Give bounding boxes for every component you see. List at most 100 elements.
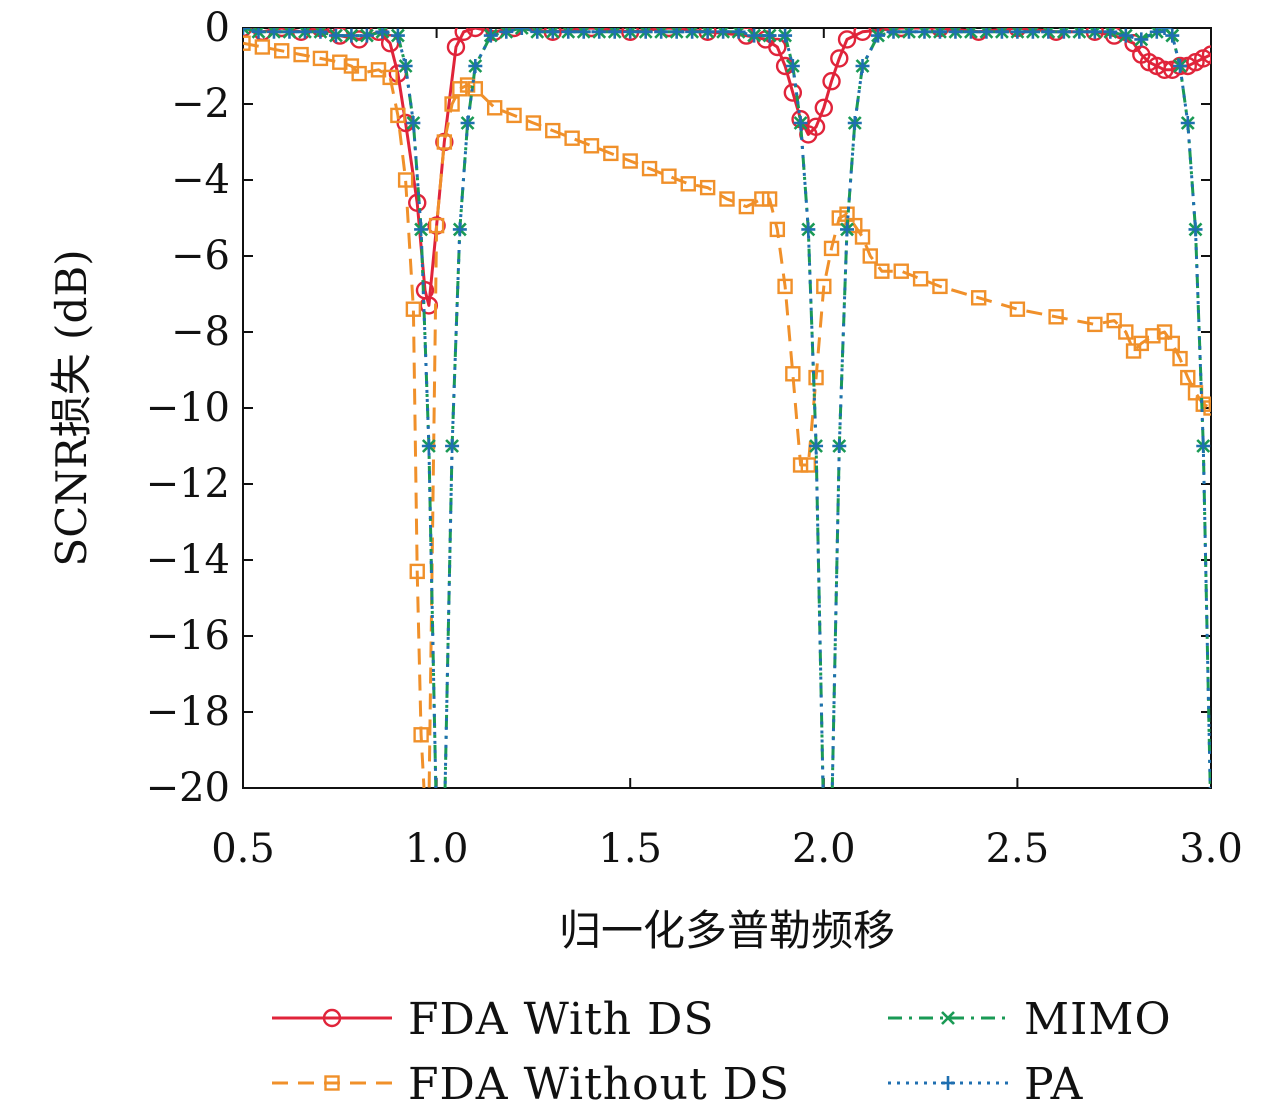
- square-marker: [1172, 350, 1188, 367]
- plus-marker: [1173, 59, 1188, 73]
- circle-marker: [659, 28, 679, 38]
- square-marker: [274, 43, 290, 59]
- plus-marker: [483, 28, 498, 43]
- plus-marker: [747, 28, 762, 43]
- plus-marker: [847, 116, 862, 130]
- plus-marker: [716, 28, 731, 39]
- square-marker: [413, 727, 429, 743]
- plus-marker: [398, 59, 413, 73]
- plus-marker: [901, 28, 916, 39]
- square-marker: [397, 172, 414, 188]
- square-marker: [862, 248, 878, 264]
- plus-marker: [623, 28, 638, 39]
- square-marker: [332, 54, 348, 70]
- plus-marker: [328, 28, 343, 43]
- square-marker: [1009, 301, 1026, 317]
- square-marker: [351, 65, 367, 82]
- circle-marker: [466, 28, 485, 38]
- legend: FDA With DS FDA Without DS MIMO PA: [272, 994, 1171, 1110]
- square-marker: [459, 77, 476, 93]
- square-marker: [932, 278, 948, 295]
- square-marker: [1164, 335, 1180, 352]
- square-marker: [1087, 316, 1103, 333]
- plus-marker: [1134, 32, 1149, 47]
- square-marker: [1203, 400, 1211, 416]
- square-marker: [661, 168, 677, 184]
- plus-marker: [785, 59, 800, 73]
- square-marker: [422, 801, 435, 814]
- square-marker: [603, 145, 619, 162]
- legend-item: PA: [888, 1059, 1083, 1110]
- x-tick-label: 2.0: [792, 826, 856, 872]
- plus-marker: [576, 28, 591, 39]
- series-pa: [243, 28, 1211, 788]
- plus-marker: [1103, 28, 1118, 39]
- plus-marker: [375, 28, 390, 39]
- series-line: [243, 28, 1211, 788]
- square-marker: [699, 179, 716, 196]
- y-tick-label: −10: [146, 385, 230, 431]
- square-marker: [777, 278, 793, 295]
- square-marker: [808, 369, 824, 386]
- plus-marker: [251, 28, 266, 39]
- plus-marker: [460, 116, 475, 130]
- y-tick-label: −6: [171, 233, 230, 279]
- square-marker: [254, 39, 271, 55]
- plus-marker: [840, 222, 855, 237]
- plus-marker: [266, 28, 281, 39]
- plus-marker: [932, 28, 947, 39]
- square-marker: [1145, 328, 1161, 344]
- plus-marker: [499, 28, 514, 39]
- plus-marker: [1087, 28, 1102, 39]
- square-marker: [486, 100, 503, 116]
- plus-marker: [1025, 28, 1040, 39]
- circle-marker: [380, 34, 400, 53]
- circle-marker: [272, 28, 291, 38]
- circle-marker: [822, 71, 841, 91]
- plus-marker: [1072, 28, 1087, 39]
- plus-marker: [654, 28, 669, 39]
- plus-marker: [801, 222, 816, 237]
- plot-frame: [242, 27, 1212, 789]
- square-marker: [1048, 309, 1064, 325]
- square-marker: [1156, 324, 1173, 340]
- plus-marker: [359, 28, 374, 43]
- y-tick-label: −16: [146, 613, 230, 659]
- plus-marker: [1188, 222, 1203, 237]
- x-marker: [514, 28, 529, 35]
- plus-marker: [700, 28, 715, 39]
- square-marker: [893, 263, 909, 279]
- square-marker: [405, 301, 422, 317]
- y-tick-label: −12: [146, 461, 230, 507]
- square-marker: [912, 271, 929, 287]
- y-tick-label: −8: [171, 309, 230, 355]
- plus-marker: [1149, 28, 1164, 39]
- plus-marker: [994, 28, 1009, 39]
- x-tick-label: 2.5: [986, 826, 1050, 872]
- square-marker: [854, 229, 871, 245]
- plus-marker: [855, 59, 870, 73]
- square-marker: [293, 46, 309, 63]
- plus-marker: [592, 28, 607, 39]
- square-marker: [738, 198, 755, 215]
- square-marker: [800, 457, 817, 473]
- legend-item: FDA Without DS: [272, 1059, 789, 1110]
- square-marker: [1118, 324, 1134, 340]
- square-marker: [324, 1075, 340, 1091]
- square-marker: [545, 122, 561, 139]
- square-marker: [1106, 312, 1122, 329]
- plot-border: [242, 27, 1212, 789]
- circle-marker: [853, 28, 872, 41]
- circle-marker: [814, 98, 833, 118]
- square-marker: [467, 81, 484, 97]
- y-tick-label: −20: [146, 765, 230, 811]
- square-marker: [436, 134, 453, 150]
- x-tick-label: 0.5: [211, 826, 275, 872]
- square-marker: [564, 130, 580, 146]
- circle-marker: [892, 28, 911, 38]
- plus-marker: [979, 28, 994, 39]
- circle-marker: [768, 37, 787, 57]
- circle-marker: [830, 49, 849, 68]
- plus-marker: [809, 439, 824, 453]
